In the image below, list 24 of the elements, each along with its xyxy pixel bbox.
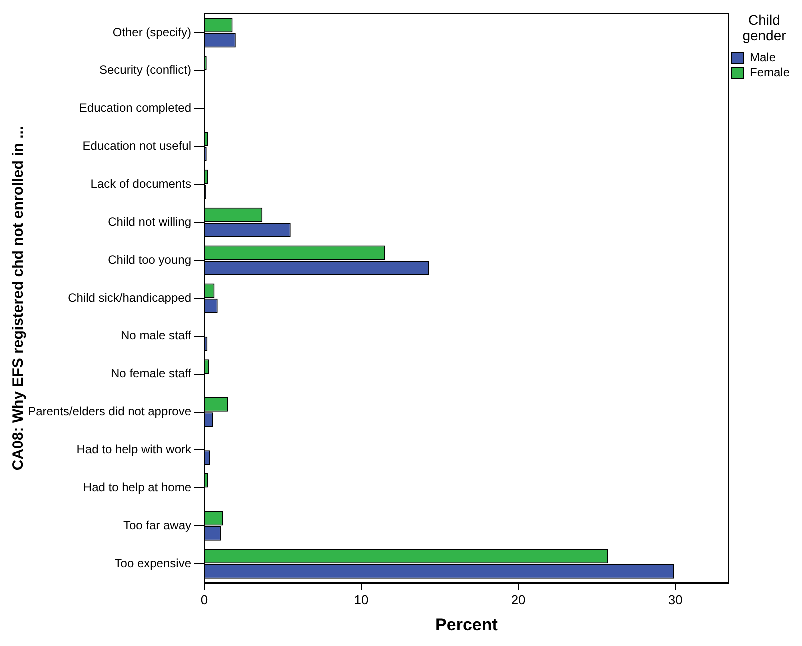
- y-tick-label: Child too young: [108, 252, 192, 267]
- y-tick-label: Parents/elders did not approve: [28, 404, 192, 419]
- y-tick-label: No male staff: [121, 328, 192, 343]
- y-tick-label: Had to help with work: [76, 442, 192, 457]
- y-tick-label: Too far away: [123, 518, 192, 532]
- y-tick-label: No female staff: [111, 366, 192, 381]
- x-tick-label: 10: [354, 592, 369, 608]
- x-tick-label: 0: [200, 592, 208, 608]
- legend-title: Child gender: [742, 12, 787, 44]
- legend-label: Male: [750, 50, 776, 65]
- y-tick-label: Child sick/handicapped: [68, 290, 192, 305]
- y-tick-label: Child not willing: [108, 214, 192, 229]
- legend-label: Female: [750, 66, 790, 80]
- y-tick-label: Other (specify): [112, 25, 192, 40]
- x-tick-label: 20: [511, 592, 526, 608]
- y-tick-label: Security (conflict): [99, 63, 192, 78]
- y-tick-label: Education not useful: [82, 139, 192, 154]
- y-tick-label: Had to help at home: [83, 480, 192, 494]
- y-tick-label: Education completed: [79, 101, 192, 116]
- y-tick-label: Too expensive: [114, 556, 192, 570]
- x-axis-title: Percent: [436, 615, 498, 634]
- x-tick-label: 30: [668, 592, 683, 608]
- y-tick-label: Lack of documents: [90, 177, 192, 192]
- y-axis-title: CA08: Why EFS registered chd not enrolled in ...: [10, 126, 28, 471]
